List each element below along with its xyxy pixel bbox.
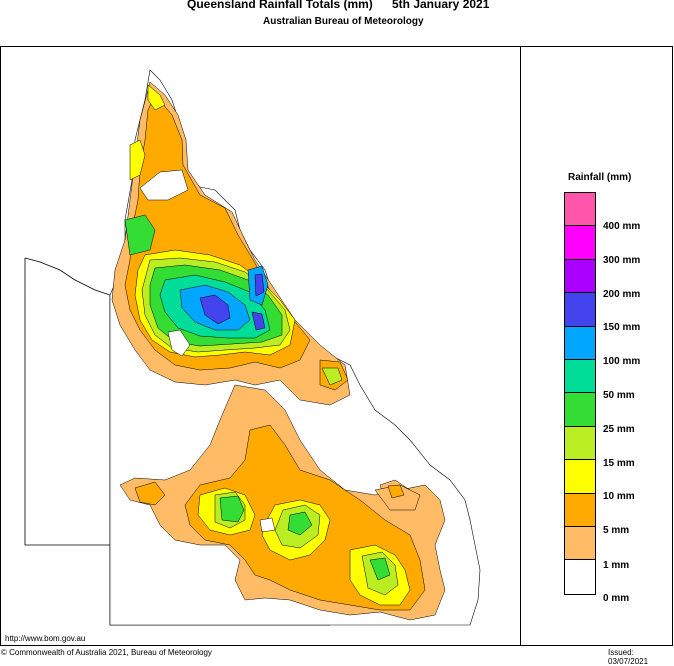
title-date: 5th January 2021 <box>392 0 490 11</box>
legend-swatch <box>565 326 595 360</box>
legend-label: 0 mm <box>603 593 630 604</box>
legend-swatch <box>565 293 595 327</box>
legend-scale <box>564 192 596 595</box>
legend-swatch <box>565 393 595 427</box>
copyright: © Commonwealth of Australia 2021, Bureau… <box>1 648 212 657</box>
dry-pockets <box>139 169 276 533</box>
legend-swatch <box>565 359 595 394</box>
legend-label: 150 mm <box>603 322 641 333</box>
issued-date: Issued: 03/07/2021 <box>608 648 649 666</box>
rainfall-map <box>24 69 481 626</box>
legend-label: 10 mm <box>603 491 635 502</box>
legend-label: 50 mm <box>603 390 635 401</box>
legend-swatch <box>565 193 595 227</box>
legend-swatch <box>565 560 595 594</box>
legend-swatch <box>565 493 595 527</box>
legend-label: 5 mm <box>603 525 630 536</box>
legend-label: 15 mm <box>603 458 635 469</box>
legend-swatch <box>565 460 595 494</box>
legend-label: 1 mm <box>603 560 630 571</box>
legend-swatch <box>565 426 595 461</box>
legend-label: 100 mm <box>603 356 641 367</box>
rain-150mm <box>199 273 266 331</box>
legend-label: 300 mm <box>603 255 641 266</box>
legend-swatch <box>565 259 595 294</box>
map-frame <box>0 46 673 646</box>
legend-label: 200 mm <box>603 289 641 300</box>
title-text: Queensland Rainfall Totals (mm) <box>187 0 373 11</box>
source-url: http://www.bom.gov.au <box>5 634 86 643</box>
legend-swatch <box>565 226 595 260</box>
subtitle: Australian Bureau of Meteorology <box>263 16 424 27</box>
legend-label: 400 mm <box>603 221 641 232</box>
legend-divider <box>520 46 521 646</box>
legend-swatch <box>565 526 595 561</box>
legend-title: Rainfall (mm) <box>568 172 632 183</box>
map-title: Queensland Rainfall Totals (mm) 5th Janu… <box>0 0 674 13</box>
legend-label: 25 mm <box>603 424 635 435</box>
